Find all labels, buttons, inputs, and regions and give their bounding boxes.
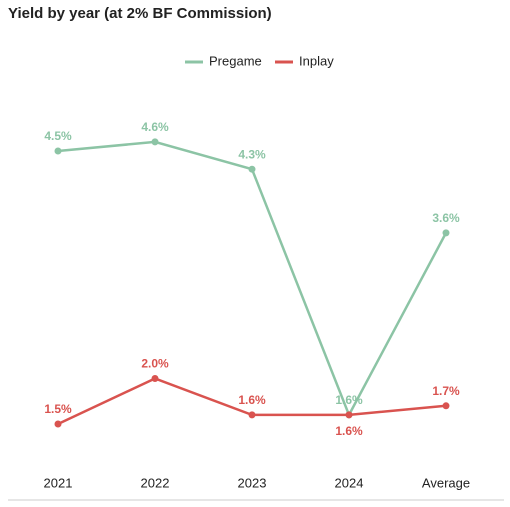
data-label: 4.5% — [44, 129, 72, 143]
data-label: 1.7% — [432, 384, 460, 398]
legend-label: Inplay — [299, 53, 334, 68]
x-tick-label: Average — [422, 475, 470, 490]
data-label: 1.6% — [335, 424, 363, 438]
data-label: 2.0% — [141, 357, 169, 371]
data-label: 1.6% — [238, 393, 266, 407]
data-point — [54, 147, 62, 155]
data-point — [248, 411, 256, 419]
data-label: 4.3% — [238, 147, 266, 161]
x-tick-label: 2023 — [238, 475, 267, 490]
data-point — [151, 375, 159, 382]
x-tick-label: 2022 — [141, 475, 170, 490]
series-line — [57, 140, 448, 418]
data-label: 1.5% — [44, 402, 72, 416]
data-label: 4.6% — [141, 120, 169, 134]
data-label: 3.6% — [432, 211, 460, 225]
data-point — [54, 420, 62, 428]
chart-title: Yield by year (at 2% BF Commission) — [8, 5, 272, 22]
data-point — [151, 138, 159, 146]
x-tick-label: 2024 — [335, 475, 364, 490]
data-point — [345, 411, 353, 419]
legend-label: Pregame — [209, 53, 262, 68]
data-label: 1.6% — [335, 393, 363, 407]
data-point — [442, 229, 450, 237]
x-tick-label: 2021 — [44, 475, 73, 490]
data-point — [248, 165, 256, 173]
data-point — [442, 402, 450, 410]
